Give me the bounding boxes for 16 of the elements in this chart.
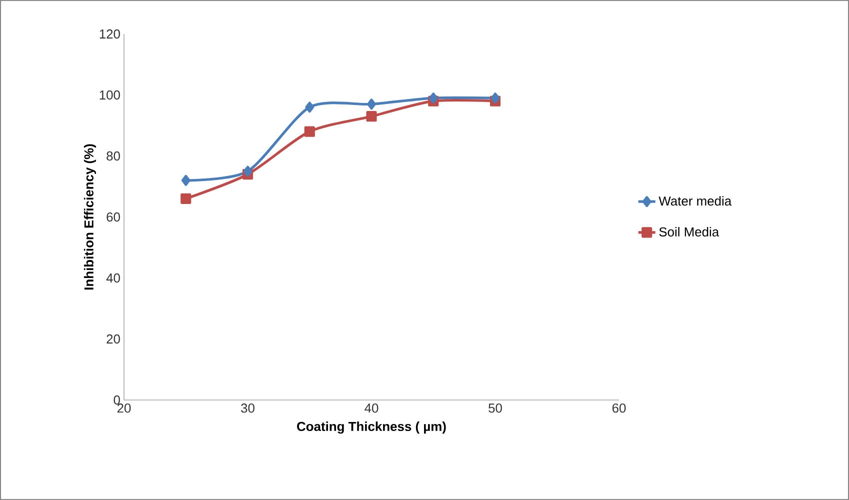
- legend-label: Water media: [658, 196, 732, 206]
- y-tick-label: 20: [106, 334, 120, 344]
- x-tick-label: 30: [241, 404, 254, 413]
- y-tick-label: 60: [106, 212, 120, 222]
- y-tick-label: 100: [100, 90, 120, 100]
- y-tick-label: 0: [114, 395, 120, 405]
- legend-label: Soil Media: [659, 226, 720, 236]
- x-axis-title: Coating Thickness ( µm): [297, 422, 446, 434]
- x-tick-label: 20: [117, 404, 131, 413]
- x-tick-label: 50: [488, 404, 502, 413]
- x-tick-label: 60: [612, 404, 626, 413]
- y-tick-label: 80: [106, 151, 120, 161]
- y-tick-label: 40: [106, 273, 120, 283]
- y-axis-title: Inhibition Efficiency (%): [84, 144, 96, 290]
- y-tick-label: 120: [100, 29, 120, 39]
- x-tick-label: 40: [364, 404, 378, 413]
